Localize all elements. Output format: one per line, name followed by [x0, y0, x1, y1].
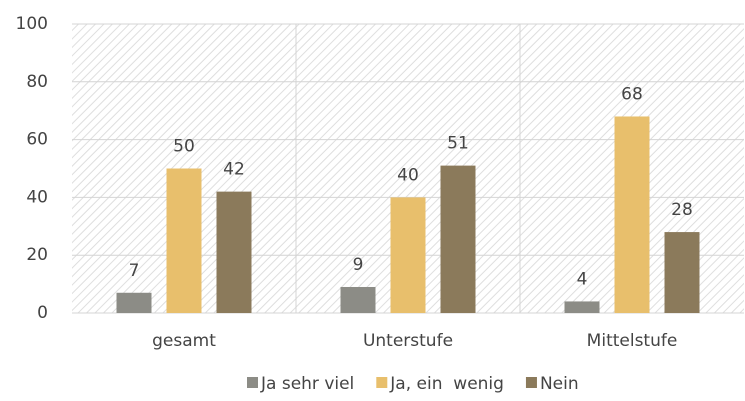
y-tick-label: 20 — [26, 245, 48, 265]
data-label: 50 — [173, 137, 195, 157]
y-tick-label: 100 — [16, 14, 48, 34]
bar — [116, 292, 152, 313]
data-label: 7 — [129, 261, 140, 281]
y-tick-label: 60 — [26, 130, 48, 150]
bar — [614, 116, 650, 313]
data-label: 40 — [397, 165, 419, 185]
data-label: 51 — [447, 134, 469, 154]
data-label: 68 — [621, 84, 643, 104]
x-tick-label: gesamt — [152, 331, 216, 351]
bar — [340, 286, 376, 313]
bar — [440, 165, 476, 313]
data-label: 28 — [671, 200, 693, 220]
bar — [390, 197, 426, 313]
y-tick-label: 80 — [26, 72, 48, 92]
data-label: 42 — [223, 160, 245, 180]
data-label: 9 — [353, 255, 364, 275]
legend-swatch — [376, 377, 388, 388]
legend-label: Ja sehr viel — [260, 374, 354, 394]
x-tick-label: Mittelstufe — [587, 331, 678, 351]
legend-swatch — [525, 377, 537, 388]
bar — [564, 301, 600, 313]
y-tick-label: 40 — [26, 187, 48, 207]
y-tick-label: 0 — [37, 303, 48, 323]
bar — [166, 168, 202, 313]
x-tick-label: Unterstufe — [363, 331, 453, 351]
legend-label: Ja, ein wenig — [389, 374, 504, 394]
bar — [216, 191, 252, 313]
legend-swatch — [247, 377, 258, 388]
legend-label: Nein — [540, 374, 579, 394]
data-label: 4 — [577, 269, 588, 289]
bar — [664, 232, 700, 313]
